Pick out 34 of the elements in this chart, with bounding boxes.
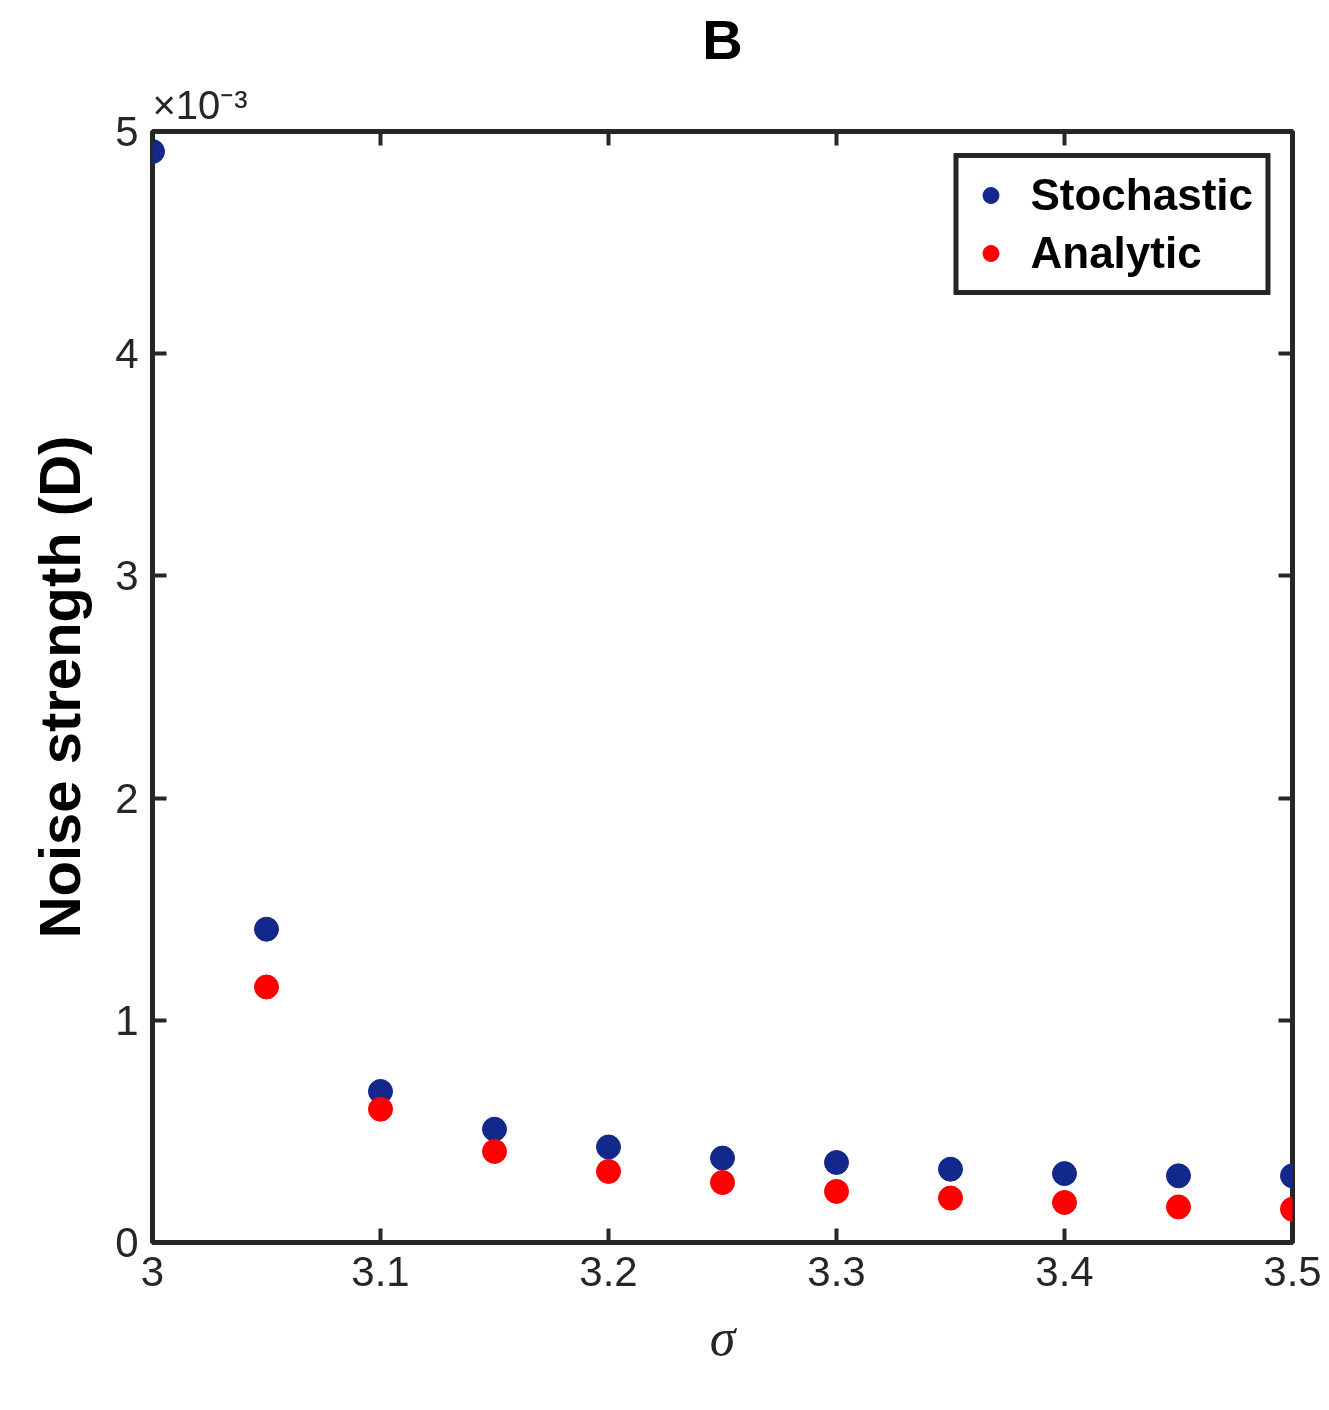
point: [1166, 1194, 1191, 1220]
x-axis-title: σ: [709, 1308, 738, 1366]
point: [1166, 1163, 1191, 1189]
y-axis-title: Noise strength (D): [27, 435, 93, 939]
legend-label: Analytic: [1030, 228, 1202, 278]
point: [710, 1145, 735, 1171]
point: [368, 1096, 393, 1122]
point: [938, 1185, 963, 1211]
y-tick-label: 3: [115, 552, 139, 600]
x-tick-label: 3.4: [1035, 1247, 1094, 1295]
point: [824, 1150, 849, 1175]
y-tick-label: 4: [115, 330, 139, 378]
point: [1052, 1190, 1077, 1215]
text: ×10⁻³: [152, 82, 248, 127]
legend-label: Stochastic: [1030, 170, 1253, 220]
y-tick-label: 0: [115, 1219, 139, 1266]
point: [710, 1170, 735, 1195]
chart-title: B: [702, 7, 743, 71]
point: [596, 1134, 621, 1160]
y-tick-label: 1: [115, 996, 139, 1044]
x-tick-label: 3.5: [1263, 1247, 1322, 1295]
y-tick-label: 5: [115, 108, 139, 155]
point: [254, 916, 279, 942]
y-tick-label: 2: [115, 774, 139, 822]
point: [482, 1116, 507, 1142]
x-tick-label: 3.3: [807, 1247, 866, 1295]
point: [824, 1178, 849, 1204]
point: [254, 974, 279, 1000]
point: [938, 1156, 963, 1182]
point: [1052, 1161, 1077, 1187]
point: [482, 1138, 507, 1164]
x-tick-label: 3.2: [579, 1247, 638, 1295]
x-tick-label: 3.1: [351, 1247, 410, 1295]
point: [596, 1158, 621, 1184]
